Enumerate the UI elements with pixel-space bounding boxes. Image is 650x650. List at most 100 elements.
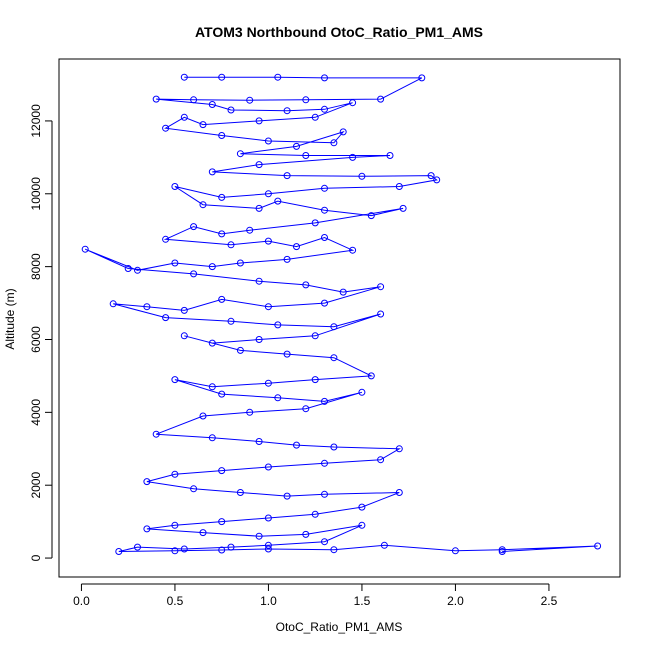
data-point [264, 379, 272, 387]
data-point [236, 346, 244, 354]
data-point [218, 518, 226, 526]
data-point [236, 259, 244, 267]
x-axis: 0.0 0.5 1.0 1.5 2.0 2.5 [73, 583, 558, 608]
data-point [302, 281, 310, 289]
data-point [255, 161, 263, 169]
data-point [236, 150, 244, 158]
data-point [321, 234, 328, 241]
data-point [255, 532, 263, 540]
data-point [218, 132, 226, 139]
data-point [367, 212, 375, 220]
data-point [171, 183, 179, 190]
data-point [339, 288, 347, 296]
data-point [246, 226, 254, 234]
data-point [274, 197, 282, 205]
data-point [395, 445, 403, 453]
data-point [143, 303, 151, 311]
data-point [152, 430, 160, 438]
data-point [190, 485, 198, 493]
data-point [377, 310, 385, 318]
data-layer [81, 73, 602, 555]
data-point [274, 321, 282, 329]
data-point [81, 245, 89, 253]
data-point [246, 408, 254, 416]
data-point [171, 547, 179, 555]
data-point [190, 96, 198, 104]
data-point [367, 372, 375, 380]
data-point [264, 190, 272, 198]
data-point [162, 235, 170, 243]
data-point [358, 521, 366, 529]
data-point [236, 489, 244, 496]
data-point [321, 184, 328, 192]
data-point [283, 107, 291, 115]
data-point [109, 300, 117, 308]
data-point [264, 463, 272, 471]
data-point [190, 223, 198, 231]
data-point [264, 303, 272, 311]
data-point [255, 438, 263, 445]
data-point [227, 543, 235, 551]
data-point [330, 443, 338, 451]
data-point [143, 525, 151, 533]
data-point [143, 478, 151, 486]
data-point [311, 510, 319, 518]
data-point [330, 354, 338, 362]
data-point [293, 243, 300, 251]
data-point [171, 521, 179, 529]
data-point [321, 74, 328, 82]
data-point [311, 376, 319, 384]
data-point [283, 172, 291, 180]
data-point [227, 241, 235, 249]
data-point [115, 548, 123, 555]
data-point [358, 503, 366, 511]
data-point [283, 255, 291, 263]
data-point [418, 74, 426, 82]
data-point [199, 529, 207, 537]
y-tick-label: 10000 [29, 177, 43, 211]
data-point [330, 323, 338, 331]
data-point [399, 204, 407, 212]
data-point [218, 546, 226, 554]
data-point [395, 183, 403, 190]
data-point [152, 95, 160, 103]
data-point [218, 467, 226, 475]
y-tick-label: 6000 [29, 326, 43, 353]
data-point [349, 99, 357, 107]
data-point [330, 139, 338, 147]
data-point [302, 530, 310, 538]
data-point [208, 434, 216, 442]
y-tick-label: 4000 [29, 399, 43, 426]
data-point [190, 270, 198, 278]
data-point [264, 541, 272, 549]
data-point [283, 492, 291, 500]
data-point [180, 73, 188, 81]
data-point [311, 332, 319, 340]
data-point [427, 172, 435, 180]
data-point [330, 546, 338, 554]
data-point [358, 388, 366, 396]
data-point [171, 259, 179, 267]
series-line [84, 76, 598, 552]
data-point [264, 545, 272, 553]
y-tick-label: 12000 [29, 104, 43, 138]
data-point [433, 176, 441, 184]
y-tick-label: 2000 [29, 472, 43, 499]
data-point [180, 332, 188, 340]
data-point [321, 206, 328, 214]
data-point [255, 336, 263, 343]
data-point [321, 538, 328, 546]
data-point [124, 265, 132, 272]
data-point [180, 113, 188, 121]
data-point [255, 204, 263, 212]
data-point [293, 142, 300, 150]
x-tick-label: 1.0 [260, 594, 277, 608]
data-point [134, 543, 141, 551]
data-point [594, 542, 602, 550]
data-point [395, 489, 403, 496]
data-point [274, 73, 282, 81]
data-point [302, 405, 310, 413]
data-point [321, 299, 328, 307]
data-point [199, 412, 207, 420]
data-point [199, 121, 207, 129]
